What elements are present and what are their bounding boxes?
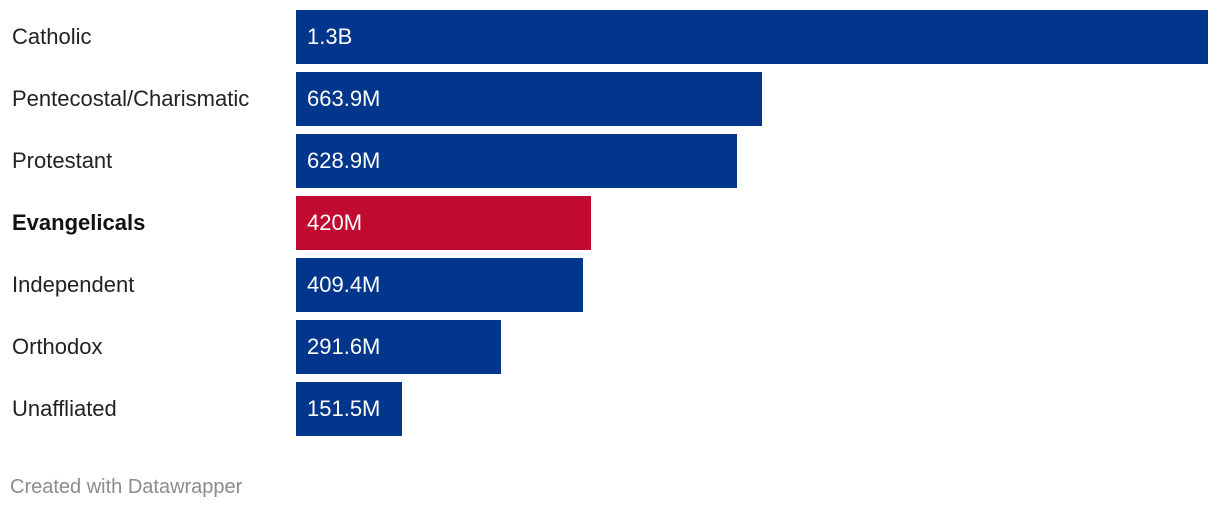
category-label-pentecostal-charismatic: Pentecostal/Charismatic <box>12 86 250 111</box>
value-label-pentecostal-charismatic: 663.9M <box>307 86 381 111</box>
value-label-orthodox: 291.6M <box>307 334 381 359</box>
bar-protestant: 628.9M <box>296 134 737 188</box>
category-label-orthodox: Orthodox <box>12 334 103 359</box>
bar-unaffliated: 151.5M <box>296 382 402 436</box>
value-label-evangelicals: 420M <box>307 210 363 235</box>
bar-evangelicals: 420M <box>296 196 591 250</box>
category-label-evangelicals: Evangelicals <box>12 210 146 235</box>
bar-pentecostal-charismatic: 663.9M <box>296 72 762 126</box>
value-label-catholic: 1.3B <box>307 24 353 49</box>
value-label-independent: 409.4M <box>307 272 381 297</box>
category-label-independent: Independent <box>12 272 135 297</box>
bar-orthodox: 291.6M <box>296 320 501 374</box>
datawrapper-credit: Created with Datawrapper <box>10 476 243 498</box>
value-label-protestant: 628.9M <box>307 148 381 173</box>
bar-catholic: 1.3B <box>296 10 1208 64</box>
bar-chart: Catholic 1.3B Pentecostal/Charismatic 663.9… <box>12 10 1208 436</box>
category-label-catholic: Catholic <box>12 24 92 49</box>
value-label-unaffliated: 151.5M <box>307 396 381 421</box>
category-label-unaffliated: Unaffliated <box>12 396 117 421</box>
category-label-protestant: Protestant <box>12 148 113 173</box>
bar-independent: 409.4M <box>296 258 583 312</box>
